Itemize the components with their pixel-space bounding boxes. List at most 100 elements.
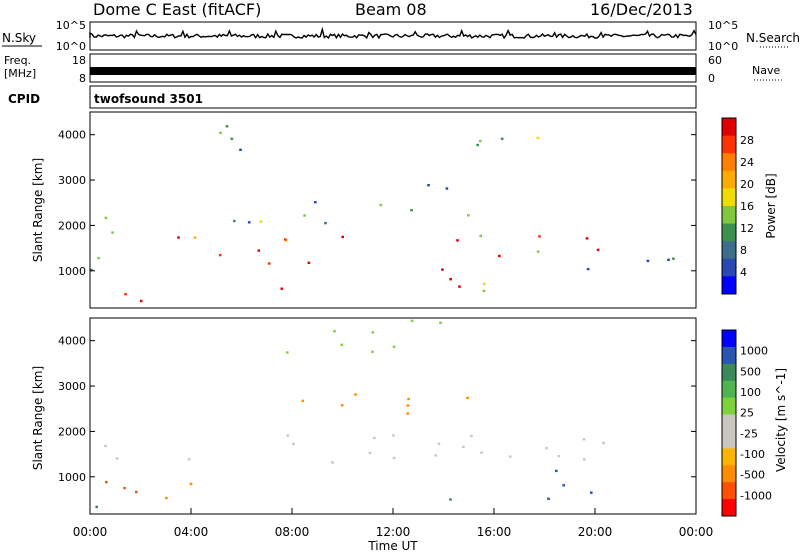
date-title: 16/Dec/2013 — [590, 0, 693, 19]
heatmap-cell — [247, 221, 251, 224]
heatmap-cell — [115, 457, 119, 460]
heatmap-cell — [445, 187, 449, 190]
colorbar-block — [722, 482, 736, 500]
heatmap-cell — [470, 434, 473, 438]
freq-right-tick-bottom: 0 — [708, 72, 715, 85]
heatmap-cell — [303, 214, 306, 217]
x-tick-label: 08:00 — [275, 525, 310, 539]
velocity-heatmap-panel: 1000 2000 3000 4000 00:00 04:00 08:00 12:00 16:… — [31, 317, 714, 553]
heatmap-cell — [476, 143, 479, 147]
heatmap-cell — [582, 438, 586, 441]
heatmap-cell — [467, 214, 470, 217]
heatmap-cell — [538, 235, 541, 238]
heatmap-cell — [354, 393, 357, 396]
heatmap-cell — [427, 184, 430, 187]
y-tick-label: 3000 — [58, 174, 86, 187]
colorbar-tick-label: 100 — [740, 386, 761, 399]
heatmap-cell — [586, 267, 590, 271]
heatmap-cell — [410, 209, 413, 212]
freq-left-tick-top: 18 — [72, 54, 86, 67]
heatmap-cell — [280, 287, 284, 290]
colorbar-block — [722, 465, 736, 483]
heatmap-cell — [536, 250, 540, 253]
colorbar-block — [722, 206, 736, 225]
heatmap-cell — [286, 434, 290, 437]
heatmap-cell — [230, 137, 234, 140]
heatmap-cell — [449, 278, 452, 281]
heatmap-cell — [135, 490, 138, 494]
power-panel-frame — [89, 111, 697, 309]
heatmap-cell — [257, 249, 261, 252]
heatmap-cell — [341, 235, 344, 239]
x-tick-label: 16:00 — [477, 525, 512, 539]
heatmap-cell — [104, 444, 107, 448]
nsearch-label: N.Search — [746, 31, 800, 45]
cpid-panel-frame — [89, 85, 697, 109]
velocity-colorbar-blocks — [722, 330, 736, 517]
heatmap-cell — [437, 442, 441, 445]
heatmap-cell — [672, 257, 675, 260]
colorbar-tick-label: 16 — [740, 200, 754, 213]
colorbar-tick-label: -1000 — [740, 489, 772, 502]
heatmap-cell — [123, 486, 126, 490]
heatmap-cell — [239, 148, 242, 151]
noise-trace — [89, 26, 697, 40]
cpid-label: CPID — [8, 92, 40, 106]
heatmap-cell — [462, 445, 465, 449]
heatmap-cell — [392, 456, 396, 460]
colorbar-tick-label: 1000 — [740, 345, 768, 358]
colorbar-tick-label: -25 — [740, 427, 758, 440]
heatmap-cell — [547, 497, 550, 500]
heatmap-cell — [233, 219, 236, 223]
colorbar-block — [722, 118, 736, 137]
colorbar-tick-label: 8 — [740, 244, 747, 257]
colorbar-block — [722, 258, 736, 277]
station-title: Dome C East (fitACF) — [93, 0, 261, 19]
velocity-x-ticks: 00:00 04:00 08:00 12:00 16:00 20:00 00:00 — [73, 508, 714, 539]
heatmap-cell — [545, 446, 548, 450]
heatmap-cell — [562, 484, 565, 487]
heatmap-cell — [500, 137, 504, 140]
heatmap-cell — [90, 268, 93, 272]
heatmap-cell — [307, 261, 311, 264]
heatmap-cell — [97, 256, 100, 260]
heatmap-cell — [407, 397, 410, 401]
velocity-colorbar: 1000 500 100 25 -25 -100 -500 -1000 Velocity [m… — [721, 329, 788, 517]
heatmap-cell — [379, 203, 383, 207]
colorbar-block — [722, 241, 736, 260]
heatmap-cell — [479, 234, 482, 238]
heatmap-cell — [225, 125, 229, 128]
heatmap-cell — [439, 321, 442, 324]
colorbar-tick-label: 25 — [740, 407, 754, 420]
heatmap-cell — [582, 458, 586, 461]
heatmap-cell — [646, 259, 650, 263]
y-tick-label: 3000 — [58, 380, 86, 393]
heatmap-cell — [392, 345, 396, 348]
colorbar-block — [722, 363, 736, 382]
colorbar-block — [722, 499, 736, 517]
y-tick-label: 1000 — [58, 471, 86, 484]
y-tick-label: 2000 — [58, 219, 86, 232]
noise-right-tick-bottom: 10^0 — [708, 40, 738, 53]
velocity-heatmap-cells — [95, 319, 605, 509]
noise-right-tick-top: 10^5 — [708, 19, 738, 32]
heatmap-cell — [124, 293, 127, 296]
heatmap-cell — [392, 434, 395, 437]
heatmap-cell — [371, 331, 375, 334]
heatmap-cell — [314, 201, 317, 204]
heatmap-cell — [104, 216, 108, 220]
colorbar-block — [722, 188, 736, 207]
x-tick-label: 00:00 — [679, 525, 714, 539]
y-tick-label: 2000 — [58, 425, 86, 438]
heatmap-cell — [165, 496, 168, 500]
heatmap-cell — [259, 220, 263, 223]
freq-panel: Freq. [MHz] 18 8 60 0 Nave — [4, 53, 782, 85]
freq-trace — [90, 67, 696, 75]
heatmap-cell — [284, 238, 287, 241]
heatmap-cell — [585, 237, 589, 240]
heatmap-cell — [410, 319, 414, 323]
freq-label: Freq. — [4, 54, 31, 67]
colorbar-block — [722, 223, 736, 242]
heatmap-cell — [219, 131, 222, 134]
